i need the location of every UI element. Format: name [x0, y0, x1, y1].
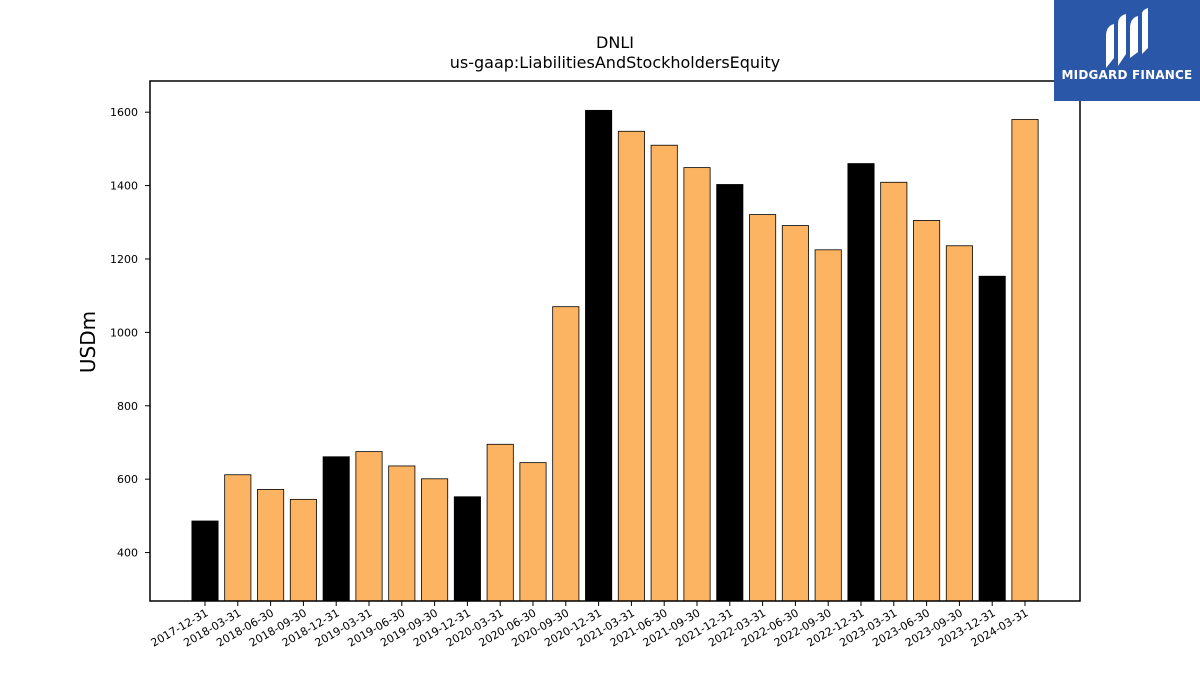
y-tick-label: 800 [117, 400, 138, 413]
plot-frame [149, 80, 1081, 602]
bar-2018-03-31 [224, 474, 252, 602]
bar-2024-03-31 [1011, 119, 1039, 602]
bar-2020-09-30 [552, 306, 580, 602]
bar-2018-09-30 [289, 498, 317, 602]
bar-2021-12-31 [716, 184, 744, 602]
bars-group [191, 109, 1039, 602]
chart-subtitle: us-gaap:LiabilitiesAndStockholdersEquity [450, 53, 781, 72]
y-tick-label: 1600 [110, 106, 138, 119]
y-tick-label: 1400 [110, 180, 138, 193]
bar-2022-06-30 [781, 225, 809, 602]
y-tick-label: 600 [117, 473, 138, 486]
bar-2020-12-31 [585, 109, 613, 602]
bar-2022-03-31 [749, 214, 777, 602]
bar-2022-12-31 [847, 163, 875, 602]
bar-2021-09-30 [683, 167, 711, 602]
bar-2019-06-30 [388, 465, 416, 602]
bar-2022-09-30 [814, 249, 842, 602]
bar-2019-03-31 [355, 451, 383, 602]
x-ticks-group: 2017-12-312018-03-312018-06-302018-09-30… [149, 601, 1031, 650]
y-tick-label: 1200 [110, 253, 138, 266]
bar-2023-06-30 [913, 220, 941, 602]
bar-2021-06-30 [650, 144, 678, 602]
brand-logo: MIDGARD FINANCE [1054, 0, 1200, 101]
bar-2021-03-31 [617, 130, 645, 602]
bar-2020-06-30 [519, 462, 547, 602]
bar-2019-09-30 [421, 478, 449, 602]
bar-2017-12-31 [191, 520, 219, 602]
bar-2018-12-31 [322, 456, 350, 602]
y-tick-label: 1000 [110, 326, 138, 339]
bar-2023-09-30 [945, 245, 973, 602]
bar-2018-06-30 [257, 489, 285, 602]
bar-2023-12-31 [978, 275, 1006, 602]
midgard-logo-icon [1106, 8, 1148, 68]
y-tick-label: 400 [117, 547, 138, 560]
bar-2020-03-31 [486, 443, 514, 602]
y-ticks-group: 400 600 800 1000 1200 1400 1600 [110, 106, 150, 560]
chart-title: DNLI [596, 33, 634, 52]
bar-2023-03-31 [880, 181, 908, 602]
bar-2019-12-31 [453, 496, 481, 602]
y-axis-label: USDm [76, 311, 100, 373]
brand-name: MIDGARD FINANCE [1061, 68, 1193, 82]
